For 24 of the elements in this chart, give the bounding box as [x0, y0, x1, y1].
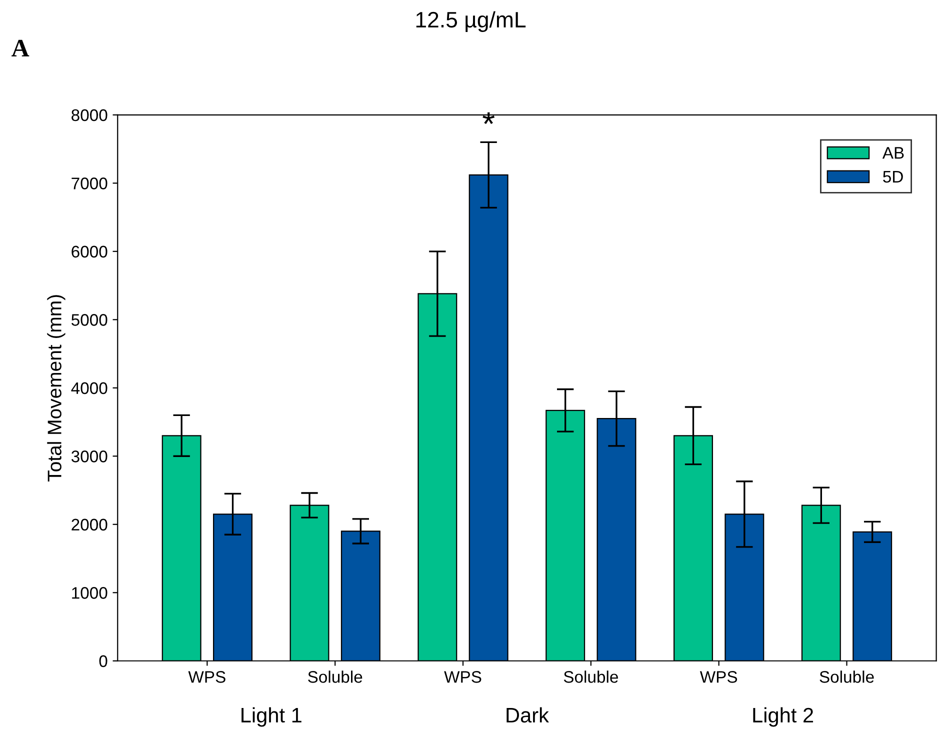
- text: Light 1: [242, 707, 302, 727]
- y-axis-title: Total Movement (mm): [47, 295, 66, 482]
- x-tick-label: Soluble: [820, 670, 874, 683]
- y-tick-label: 3000: [71, 450, 108, 462]
- x-tick-label: WPS: [444, 671, 482, 683]
- y-tick-label: 2000: [72, 518, 108, 531]
- y-tick-label: 5000: [71, 314, 108, 326]
- y-tick-label: 4000: [71, 382, 108, 394]
- text: A: [12, 40, 30, 56]
- x-tick-label: Soluble: [564, 670, 618, 683]
- x-tick-label: Soluble: [308, 670, 362, 683]
- legend-label: AB: [882, 147, 904, 159]
- y-tick-label: 7000: [72, 178, 108, 190]
- annotation: *: [482, 112, 495, 124]
- y-tick-label: 8000: [72, 109, 108, 122]
- chart-title: 12.5 µg/mL: [416, 11, 526, 32]
- x-tick-label: WPS: [700, 671, 738, 683]
- y-tick-label: 1000: [72, 587, 108, 599]
- y-tick-label: 0: [99, 655, 108, 668]
- x-tick-label: WPS: [188, 671, 226, 683]
- text: Dark: [506, 707, 549, 723]
- text: Light 2: [753, 707, 814, 727]
- legend-label: 5D: [883, 171, 903, 183]
- y-tick-label: 6000: [72, 246, 108, 258]
